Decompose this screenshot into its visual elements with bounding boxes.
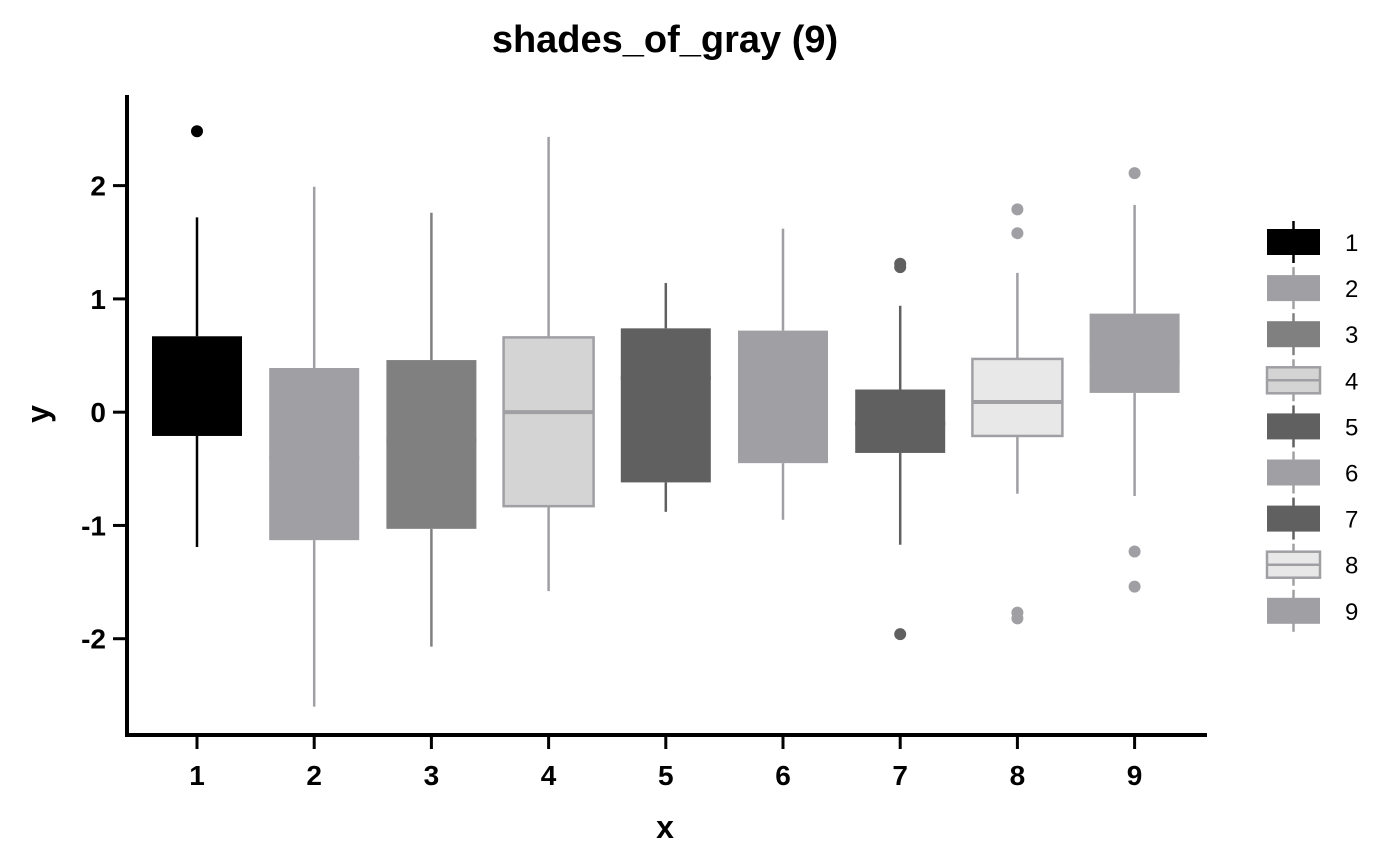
legend: 1 2 3 4 5 6 7 8 9 — [1265, 221, 1358, 632]
outlier-point — [1011, 612, 1024, 625]
box-body — [738, 330, 828, 464]
legend-item: 8 — [1265, 543, 1358, 586]
legend-label: 9 — [1345, 599, 1358, 626]
legend-key — [1267, 321, 1320, 348]
legend-key — [1267, 597, 1320, 624]
legend-item: 9 — [1267, 589, 1358, 632]
x-tick-label: 1 — [189, 760, 205, 791]
x-tick-label: 7 — [892, 760, 908, 791]
y-tick-label: -1 — [81, 510, 106, 541]
legend-item: 1 — [1267, 221, 1358, 263]
x-axis-title: x — [656, 809, 674, 845]
outlier-point — [894, 261, 907, 274]
legend-item: 4 — [1265, 359, 1358, 402]
outlier-point — [191, 125, 203, 138]
legend-key — [1267, 505, 1320, 532]
outlier-point — [1128, 167, 1141, 180]
plot-area — [152, 125, 1180, 707]
box-body — [502, 336, 595, 508]
outlier-point — [1128, 545, 1141, 558]
box-3 — [386, 212, 477, 647]
box-body — [386, 360, 477, 529]
x-tick-label: 8 — [1010, 760, 1026, 791]
outlier-point — [1128, 580, 1141, 593]
outlier-point — [894, 628, 907, 641]
y-axis-title: y — [20, 405, 56, 423]
y-tick-label: 2 — [90, 171, 106, 202]
box-body — [971, 357, 1064, 438]
y-ticks: 2 1 0 -1 -2 — [81, 171, 127, 655]
x-tick-label: 6 — [775, 760, 791, 791]
legend-key — [1267, 413, 1320, 440]
legend-key — [1267, 275, 1320, 302]
box-body — [620, 328, 711, 483]
x-ticks: 1 2 3 4 5 6 7 8 9 — [189, 735, 1142, 791]
chart-title: shades_of_gray (9) — [492, 19, 838, 61]
x-tick-label: 4 — [541, 760, 557, 791]
legend-label: 4 — [1345, 368, 1358, 395]
y-tick-label: 1 — [90, 284, 106, 315]
box-2 — [269, 186, 360, 707]
box-5 — [620, 283, 711, 512]
x-tick-label: 9 — [1127, 760, 1143, 791]
box-body — [1089, 313, 1180, 393]
box-8 — [971, 203, 1064, 625]
box-6 — [738, 228, 828, 520]
box-body — [855, 389, 946, 453]
legend-item: 5 — [1267, 405, 1358, 448]
legend-item: 2 — [1267, 267, 1358, 310]
outlier-point — [1011, 227, 1024, 240]
legend-key — [1267, 459, 1320, 486]
legend-item: 3 — [1267, 313, 1358, 356]
legend-item: 6 — [1267, 451, 1358, 494]
x-tick-label: 3 — [424, 760, 440, 791]
legend-label: 6 — [1345, 461, 1358, 488]
y-tick-label: 0 — [90, 397, 106, 428]
x-tick-label: 5 — [658, 760, 674, 791]
legend-label: 1 — [1345, 230, 1358, 257]
box-7 — [855, 257, 946, 641]
legend-key — [1267, 229, 1320, 255]
box-body — [269, 367, 360, 541]
box-1 — [152, 125, 242, 547]
boxes-group — [152, 125, 1180, 707]
box-9 — [1089, 167, 1180, 593]
legend-label: 8 — [1345, 553, 1358, 580]
box-4 — [502, 136, 595, 592]
legend-item: 7 — [1267, 497, 1358, 540]
y-tick-label: -2 — [81, 624, 106, 655]
outlier-point — [1011, 203, 1024, 216]
legend-label: 3 — [1345, 322, 1358, 349]
axes: 2 1 0 -1 -2 1 2 3 4 5 6 7 8 9 — [81, 95, 1207, 791]
legend-label: 7 — [1345, 507, 1358, 534]
legend-label: 2 — [1345, 276, 1358, 303]
x-tick-label: 2 — [306, 760, 322, 791]
legend-label: 5 — [1345, 414, 1358, 441]
